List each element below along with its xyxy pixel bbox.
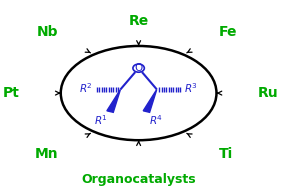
Circle shape: [133, 64, 144, 72]
Text: $\mathit{R}^3$: $\mathit{R}^3$: [184, 82, 198, 95]
Text: Re: Re: [128, 14, 149, 28]
Text: Ti: Ti: [219, 147, 233, 161]
Text: $\mathit{R}^4$: $\mathit{R}^4$: [149, 113, 163, 127]
Polygon shape: [107, 89, 121, 112]
Text: Ru: Ru: [258, 86, 279, 100]
Polygon shape: [143, 89, 157, 112]
Text: Pt: Pt: [2, 86, 19, 100]
Text: Nb: Nb: [37, 25, 58, 39]
Text: Mn: Mn: [35, 147, 58, 161]
Text: $\mathit{R}^2$: $\mathit{R}^2$: [80, 82, 93, 95]
Text: Fe: Fe: [219, 25, 237, 39]
Text: $\mathit{R}^1$: $\mathit{R}^1$: [94, 113, 107, 127]
Text: Organocatalysts: Organocatalysts: [81, 173, 196, 186]
Text: O: O: [135, 63, 143, 73]
